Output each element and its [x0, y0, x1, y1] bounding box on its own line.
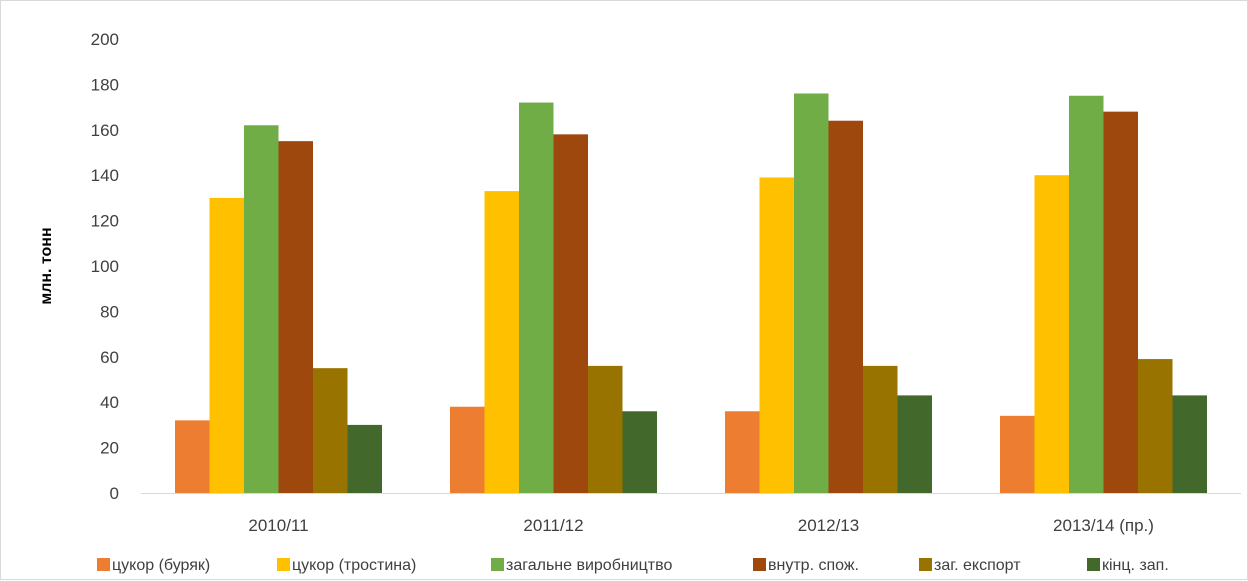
x-category-label: 2012/13 — [798, 516, 859, 535]
bar — [1172, 395, 1207, 493]
bar — [519, 102, 554, 493]
y-tick-label: 180 — [91, 75, 119, 94]
bar — [244, 125, 279, 493]
bar — [209, 197, 244, 493]
legend-label: заг. експорт — [934, 557, 1021, 574]
bar — [450, 406, 485, 493]
legend-swatch — [97, 558, 110, 571]
y-tick-label: 200 — [91, 30, 119, 49]
x-category-label: 2013/14 (пр.) — [1053, 516, 1154, 535]
legend-swatch — [277, 558, 290, 571]
bar — [347, 424, 382, 493]
y-axis-ticks: 0 20 40 60 80 100 120 140 160 180 200 — [91, 30, 119, 503]
y-tick-label: 80 — [100, 302, 119, 321]
bar — [897, 395, 932, 493]
y-tick-label: 0 — [110, 484, 119, 503]
bar — [278, 141, 313, 493]
legend-label: цукор (тростина) — [292, 557, 416, 574]
y-axis-label: млн. тонн — [38, 227, 55, 304]
y-tick-label: 20 — [100, 439, 119, 458]
bar — [828, 120, 863, 493]
x-axis-category-labels: 2010/11 2011/12 2012/13 2013/14 (пр.) — [248, 516, 1154, 535]
legend: цукор (буряк) цукор (тростина) загальне ви… — [97, 557, 1169, 574]
y-tick-label: 120 — [91, 212, 119, 231]
y-tick-label: 60 — [100, 348, 119, 367]
x-category-label: 2010/11 — [248, 516, 308, 535]
bar — [484, 191, 519, 493]
bar — [553, 134, 588, 493]
bar — [1138, 359, 1173, 493]
legend-label: внутр. спож. — [768, 557, 859, 574]
legend-swatch — [919, 558, 932, 571]
y-tick-label: 40 — [100, 393, 119, 412]
bar — [622, 411, 657, 493]
bar — [588, 365, 623, 493]
bar — [1069, 95, 1104, 493]
x-category-label: 2011/12 — [523, 516, 583, 535]
bar — [759, 177, 794, 493]
bar — [794, 93, 829, 493]
bar — [313, 368, 348, 493]
legend-label: цукор (буряк) — [112, 557, 210, 574]
bar — [1000, 415, 1035, 493]
bar — [1034, 175, 1069, 493]
legend-swatch — [753, 558, 766, 571]
legend-label: кінц. зап. — [1102, 557, 1169, 574]
bar — [175, 420, 210, 493]
bars-group — [175, 93, 1207, 493]
y-tick-label: 160 — [91, 121, 119, 140]
bar — [725, 411, 760, 493]
legend-swatch — [491, 558, 504, 571]
bar — [863, 365, 898, 493]
y-tick-label: 100 — [91, 257, 119, 276]
bar — [1103, 111, 1138, 493]
y-tick-label: 140 — [91, 166, 119, 185]
legend-label: загальне виробництво — [506, 557, 672, 574]
legend-swatch — [1087, 558, 1100, 571]
